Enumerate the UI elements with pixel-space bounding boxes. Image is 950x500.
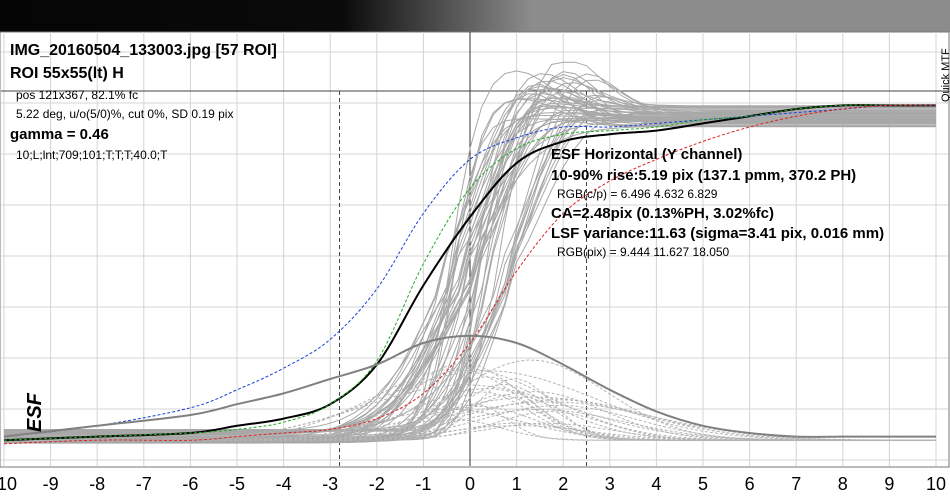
roi-lsf-curve [4, 370, 936, 441]
x-tick-label: 8 [838, 474, 848, 494]
esf-heading: ESF Horizontal (Y channel) [551, 146, 743, 163]
esf-series-1 [3, 104, 937, 438]
x-tick-label: -1 [415, 474, 431, 494]
x-tick-label: 4 [651, 474, 661, 494]
roi-esf-curve [4, 107, 936, 433]
x-tick-label: 9 [884, 474, 894, 494]
x-tick-label: 3 [605, 474, 615, 494]
quick-mtf-label[interactable]: Quick MTF [940, 48, 950, 102]
settings-string: 10;L;lnt;709;101;T;T;T;40.0;T [16, 148, 168, 162]
x-tick-label: 7 [791, 474, 801, 494]
roi-label: ROI 55x55(lt) H [10, 65, 124, 82]
angle-info: 5.22 deg, u/o(5/0)%, cut 0%, SD 0.19 pix [16, 107, 234, 121]
rise-result: 10-90% rise:5.19 pix (137.1 pmm, 370.2 P… [551, 167, 857, 184]
rgb-cp-result: RGB(c/p) = 6.496 4.632 6.829 [557, 187, 718, 201]
rgb-pix-result: RGB(pix) = 9.444 11.627 18.050 [557, 245, 730, 259]
ca-result: CA=2.48pix (0.13%PH, 3.02%fc) [551, 205, 775, 222]
x-tick-label: -4 [276, 474, 292, 494]
x-tick-label: -9 [43, 474, 59, 494]
esf-series-4 [3, 334, 936, 438]
x-tick-label: 0 [465, 474, 475, 494]
gamma-label: gamma = 0.46 [10, 126, 109, 143]
roi-esf-curve [4, 120, 936, 432]
x-tick-label: 5 [698, 474, 708, 494]
x-tick-label: -6 [182, 474, 198, 494]
x-tick-label: 10 [926, 474, 946, 494]
roi-esf-curve [4, 88, 936, 438]
x-tick-label: -10 [0, 474, 17, 494]
x-tick-label: -5 [229, 474, 245, 494]
x-tick-label: 6 [745, 474, 755, 494]
esf-series-2 [3, 104, 936, 441]
x-tick-label: -8 [89, 474, 105, 494]
esf-series-3 [3, 104, 937, 445]
y-axis-label: ESF [24, 393, 46, 432]
x-tick-label: -3 [322, 474, 338, 494]
lsf-variance-result: LSF variance:11.63 (sigma=3.41 pix, 0.01… [551, 225, 885, 242]
title-bar-strip [0, 0, 950, 32]
x-tick-label: 1 [512, 474, 522, 494]
position-info: pos 121x367, 82.1% fc [16, 88, 139, 102]
esf-series-0 [3, 104, 936, 442]
x-tick-label: -2 [369, 474, 385, 494]
x-tick-label: 2 [558, 474, 568, 494]
x-tick-label: -7 [136, 474, 152, 494]
roi-esf-curve [4, 112, 936, 433]
image-title: IMG_20160504_133003.jpg [57 ROI] [10, 42, 277, 59]
